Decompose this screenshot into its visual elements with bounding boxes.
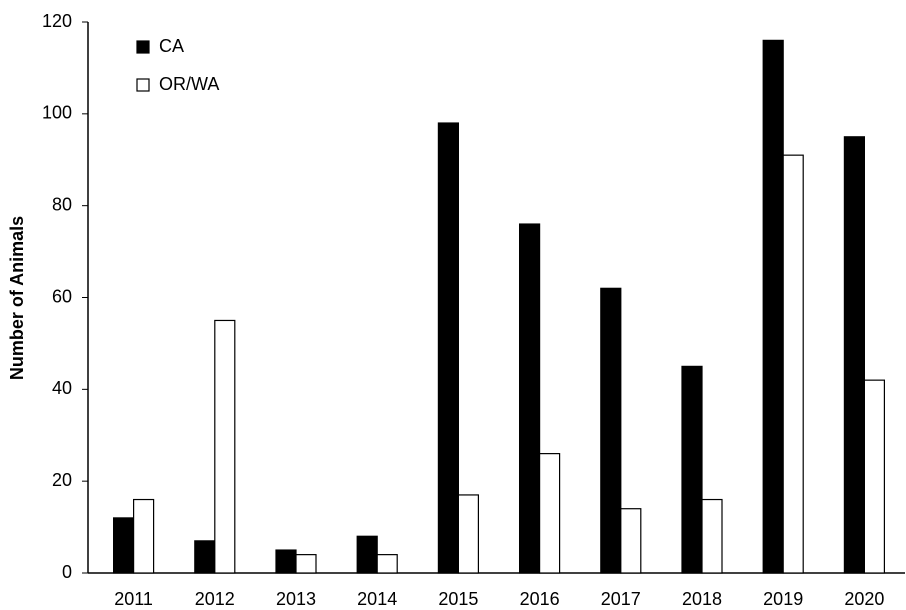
x-tick-label: 2011 bbox=[114, 589, 153, 609]
bar bbox=[620, 508, 642, 574]
y-axis-title: Number of Animals bbox=[7, 216, 27, 380]
x-tick-label: 2018 bbox=[682, 589, 722, 609]
bar bbox=[437, 122, 459, 574]
y-tick-label: 40 bbox=[52, 378, 72, 398]
legend-label: OR/WA bbox=[159, 74, 219, 94]
bar bbox=[863, 379, 886, 574]
bar bbox=[133, 498, 155, 574]
x-tick-label: 2019 bbox=[763, 589, 803, 609]
bar bbox=[295, 554, 317, 574]
bar bbox=[275, 549, 297, 574]
bar bbox=[843, 136, 866, 574]
bar bbox=[194, 540, 216, 574]
bar bbox=[518, 223, 541, 574]
y-tick-label: 80 bbox=[52, 194, 72, 214]
y-tick-label: 120 bbox=[42, 11, 72, 31]
bar bbox=[762, 39, 784, 574]
x-tick-label: 2012 bbox=[195, 589, 235, 609]
bar bbox=[356, 535, 378, 574]
bar bbox=[600, 287, 622, 574]
legend-swatch bbox=[136, 78, 150, 92]
legend-label: CA bbox=[159, 36, 184, 56]
bar bbox=[457, 494, 479, 574]
bar bbox=[112, 517, 135, 574]
y-tick-label: 20 bbox=[52, 470, 72, 490]
x-tick-label: 2015 bbox=[438, 589, 478, 609]
bar bbox=[701, 498, 723, 574]
bar bbox=[782, 154, 804, 574]
bar bbox=[681, 365, 703, 574]
y-tick-label: 0 bbox=[62, 562, 72, 582]
y-tick-label: 100 bbox=[42, 103, 72, 123]
bar bbox=[214, 319, 236, 574]
x-tick-label: 2014 bbox=[357, 589, 397, 609]
x-tick-label: 2016 bbox=[520, 589, 560, 609]
x-tick-label: 2013 bbox=[276, 589, 316, 609]
bar bbox=[538, 453, 561, 574]
legend-swatch bbox=[136, 40, 150, 54]
y-tick-label: 60 bbox=[52, 286, 72, 306]
x-tick-label: 2017 bbox=[601, 589, 641, 609]
bar bbox=[376, 554, 398, 574]
x-tick-label: 2020 bbox=[844, 589, 884, 609]
